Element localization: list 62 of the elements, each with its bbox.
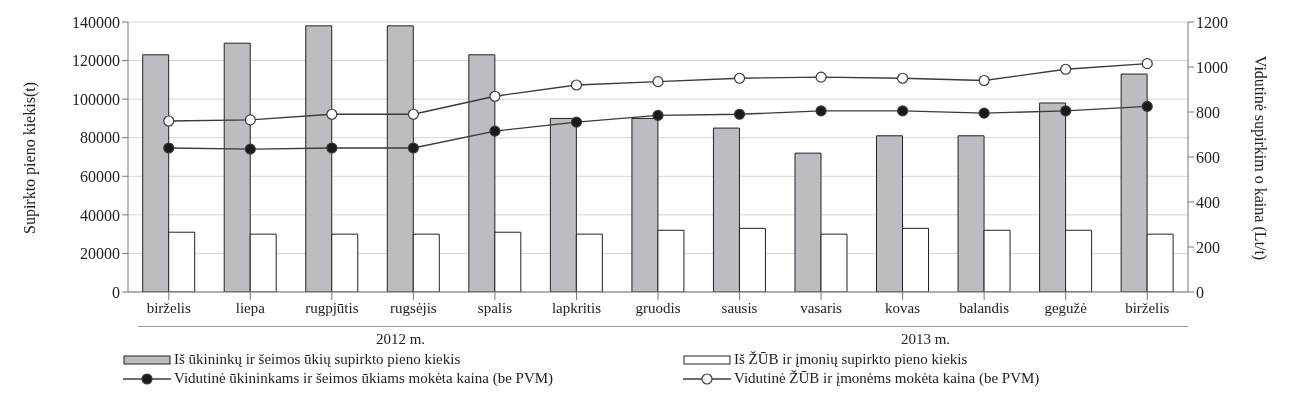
point	[163, 142, 175, 154]
point	[733, 72, 746, 84]
point	[978, 74, 990, 87]
text: 2013 m.	[899, 330, 952, 348]
y-tick-label: 40000	[80, 206, 120, 224]
x-tick-label: gegužė	[1044, 299, 1088, 316]
point	[244, 143, 256, 155]
x-tick-label: balandis	[959, 299, 1010, 316]
y2-tick-label: 800	[1196, 103, 1220, 121]
y2-axis-title: Vidutinė supirkim o kaina (Lt/t)	[1251, 55, 1269, 261]
point	[897, 72, 909, 84]
point	[815, 105, 827, 117]
y-tick-label: 0	[112, 283, 120, 301]
point	[815, 71, 827, 83]
point	[244, 114, 256, 126]
point	[1060, 63, 1072, 75]
y-tick-label: 140000	[72, 13, 120, 31]
point	[407, 108, 419, 120]
point	[733, 108, 746, 120]
point	[407, 142, 419, 154]
x-tick-label: birželis	[1125, 299, 1170, 316]
y2-tick-label: 600	[1196, 148, 1220, 166]
point	[570, 79, 583, 91]
legend-label: Vidutinė ūkininkams ir šeimos ūkiams mokėta kaina (be PVM)	[174, 370, 554, 387]
point	[570, 116, 583, 128]
point	[489, 90, 501, 102]
point	[652, 109, 664, 121]
point	[326, 142, 338, 154]
y-tick-label: 20000	[80, 245, 120, 263]
legend-label: Iš ūkininkų ir šeimos ūkių supirkto pieno kiekis	[174, 351, 461, 368]
y2-tick-label: 400	[1196, 193, 1220, 211]
y-tick-label: 80000	[80, 129, 120, 147]
point	[978, 107, 990, 119]
legend-label: Iš ŽŪB ir įmonių supirkto pieno kiekis	[734, 351, 968, 368]
y2-tick-label: 1200	[1196, 13, 1228, 31]
point	[1141, 58, 1153, 70]
x-tick-label: rugpjūtis	[305, 299, 359, 316]
y-tick-label: 60000	[80, 167, 120, 185]
y-tick-label: 120000	[72, 52, 120, 70]
y2-tick-label: 0	[1196, 283, 1204, 301]
y-axis-title: Supirkto pieno kiekis(t)	[21, 82, 39, 234]
x-tick-label: rugsėjis	[390, 299, 437, 316]
point	[163, 115, 175, 127]
y-tick-label: 100000	[72, 90, 120, 108]
x-tick-label: lapkritis	[551, 299, 602, 316]
y2-tick-label: 1000	[1196, 58, 1228, 76]
x-tick-label: birželis	[146, 299, 191, 316]
point	[652, 76, 664, 88]
x-tick-label: kovas	[885, 299, 921, 316]
legend-label: Vidutinė ŽŪB ir įmonėms mokėta kaina (be PVM)	[734, 370, 1040, 387]
point	[897, 105, 909, 117]
x-tick-label: vasaris	[800, 299, 843, 316]
x-tick-label: spalis	[477, 299, 513, 316]
point	[1060, 105, 1072, 117]
point	[489, 125, 501, 137]
x-tick-label: sausis	[721, 299, 758, 316]
x-tick-label: liepa	[235, 299, 266, 316]
point	[1141, 100, 1153, 112]
y2-tick-label: 200	[1196, 238, 1220, 256]
text: 2012 m.	[374, 330, 427, 348]
point	[326, 108, 338, 120]
x-tick-label: gruodis	[635, 299, 681, 316]
